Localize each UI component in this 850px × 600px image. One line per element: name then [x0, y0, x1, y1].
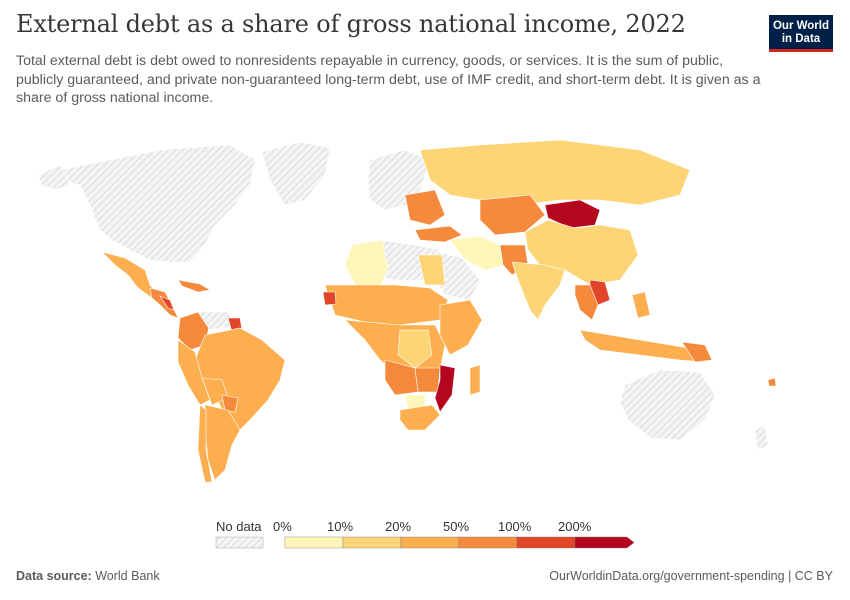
data-source-label: Data source: — [16, 569, 92, 583]
data-source: Data source: World Bank — [16, 569, 160, 583]
logo-line-2: in Data — [781, 33, 821, 45]
region-fiji[interactable] — [767, 377, 777, 387]
region-turkey[interactable] — [414, 225, 463, 243]
region-greenland[interactable] — [261, 141, 331, 206]
legend-bin-0[interactable] — [284, 536, 344, 549]
region-north-america[interactable] — [59, 144, 256, 263]
legend-bin-4[interactable] — [516, 536, 576, 549]
region-indonesia[interactable] — [579, 329, 706, 363]
region-egypt[interactable] — [417, 254, 446, 286]
region-madagascar[interactable] — [469, 364, 481, 396]
region-philippines[interactable] — [631, 291, 651, 319]
legend-tick-5: 200% — [558, 519, 592, 534]
region-angola[interactable] — [384, 359, 419, 396]
owid-logo[interactable]: Our World in Data — [769, 15, 833, 52]
region-caribbean[interactable] — [177, 279, 211, 293]
legend-tick-4: 100% — [498, 519, 532, 534]
legend — [215, 536, 635, 549]
data-source-value: World Bank — [95, 569, 160, 583]
legend-tick-0: 0% — [273, 519, 292, 534]
region-peru[interactable] — [177, 339, 211, 406]
region-sahel[interactable] — [324, 284, 449, 326]
region-drc[interactable] — [397, 329, 433, 369]
region-paraguay[interactable] — [221, 394, 239, 413]
region-chile[interactable] — [197, 404, 213, 483]
legend-no-data-label: No data — [216, 519, 262, 534]
region-east-africa[interactable] — [439, 299, 483, 356]
chart-subtitle: Total external debt is debt owed to nonr… — [16, 53, 761, 106]
legend-tick-3: 50% — [443, 519, 470, 534]
region-new-zealand[interactable] — [754, 424, 769, 451]
region-russia[interactable] — [419, 139, 691, 206]
region-zambia[interactable] — [414, 367, 441, 393]
region-central-america[interactable] — [149, 287, 179, 319]
region-mozambique[interactable] — [434, 364, 456, 413]
region-southeast-asia[interactable] — [574, 284, 599, 321]
region-eastern-europe[interactable] — [404, 189, 446, 226]
legend-tick-2: 20% — [385, 519, 412, 534]
region-nicaragua[interactable] — [159, 295, 175, 311]
source-url[interactable]: OurWorldinData.org/government-spending |… — [549, 569, 833, 583]
chart-title: External debt as a share of gross nation… — [16, 10, 686, 38]
legend-bin-5-arrow[interactable] — [574, 536, 635, 549]
logo-line-1: Our World — [772, 20, 829, 32]
legend-bin-1[interactable] — [342, 536, 402, 549]
legend-tick-1: 10% — [327, 519, 354, 534]
region-china[interactable] — [524, 219, 639, 286]
legend-no-data-swatch[interactable] — [215, 536, 264, 549]
region-png[interactable] — [681, 341, 713, 363]
region-mongolia[interactable] — [544, 199, 601, 229]
region-india[interactable] — [511, 261, 566, 321]
region-south-africa[interactable] — [399, 404, 441, 431]
legend-bin-3[interactable] — [458, 536, 518, 549]
region-senegal[interactable] — [322, 291, 337, 306]
region-algeria[interactable] — [344, 239, 389, 291]
region-australia[interactable] — [619, 369, 716, 441]
region-alaska[interactable] — [37, 164, 71, 191]
legend-bin-2[interactable] — [400, 536, 460, 549]
